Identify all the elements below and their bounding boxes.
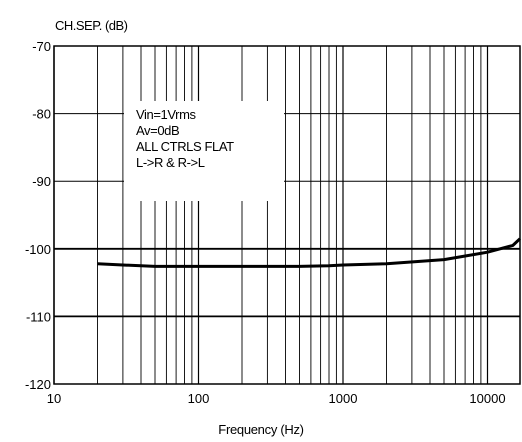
x-tick-label: 100 <box>188 391 210 406</box>
annotation-line-ctrls: ALL CTRLS FLAT <box>136 139 234 154</box>
annotation-line-vin: Vin=1Vrms <box>136 107 196 122</box>
y-tick-label: -90 <box>32 174 51 189</box>
y-axis-title: CH.SEP. (dB) <box>55 18 128 33</box>
x-tick-label: 10 <box>47 391 61 406</box>
series-line-0 <box>97 237 522 268</box>
x-axis-title: Frequency (Hz) <box>218 422 304 437</box>
x-tick-labels: 10 100 1000 10000 <box>47 391 506 406</box>
grid-lines <box>53 45 520 385</box>
y-tick-label: -110 <box>26 309 51 324</box>
x-tick-label: 1000 <box>329 391 358 406</box>
y-tick-labels: -70 -80 -90 -100 -110 -120 <box>25 39 51 392</box>
annotation-line-channels: L->R & R->L <box>136 155 205 170</box>
y-tick-label: -100 <box>25 242 51 257</box>
y-tick-label: -70 <box>32 39 51 54</box>
y-tick-label: -80 <box>32 107 51 122</box>
annotation-box: Vin=1Vrms Av=0dB ALL CTRLS FLAT L->R & R… <box>124 101 284 201</box>
annotation-line-av: Av=0dB <box>136 123 180 138</box>
x-tick-label: 10000 <box>469 391 505 406</box>
y-tick-label: -120 <box>25 377 51 392</box>
plot-frame <box>53 45 521 385</box>
series-group <box>97 237 522 268</box>
